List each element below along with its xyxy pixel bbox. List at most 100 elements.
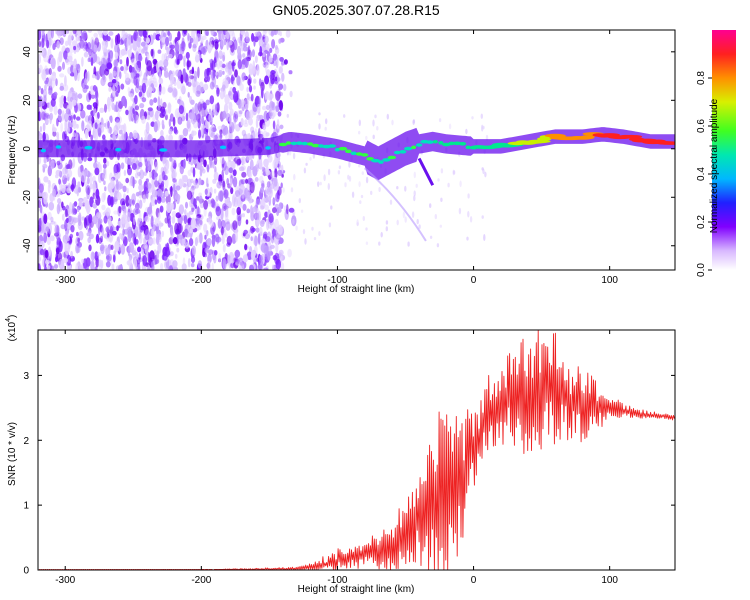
spectrogram-noise-blob	[255, 227, 260, 233]
spectrogram-noise-blob	[249, 109, 254, 119]
spectrogram-noise-blob	[60, 122, 63, 132]
spectrogram-noise-blob	[89, 89, 95, 95]
spectrogram-noise-blob	[338, 165, 342, 170]
snr-ytick-label: 2	[23, 436, 29, 447]
spectrogram-noise-blob	[182, 127, 189, 137]
spectrogram-noise-blob	[50, 216, 54, 223]
spectrogram-noise-blob	[127, 49, 132, 58]
spectrogram-noise-blob	[365, 227, 368, 231]
spectrogram-noise-blob	[107, 127, 113, 134]
spectrogram-ridge-core	[581, 135, 595, 139]
spectrogram-noise-blob	[92, 215, 98, 225]
spectrogram-noise-blob	[47, 48, 52, 61]
spectrogram-noise-blob	[93, 162, 98, 169]
spectrogram-noise-blob	[154, 110, 159, 121]
spectrogram-noise-blob	[206, 75, 210, 82]
spectrogram-noise-blob	[132, 176, 135, 189]
spectrogram-noise-blob	[246, 154, 250, 161]
spectrogram-noise-blob	[328, 222, 332, 228]
spectrogram-noise-blob	[267, 251, 271, 261]
spectrogram-noise-blob	[286, 204, 289, 215]
spectrogram-noise-blob	[58, 30, 63, 37]
spectrogram-noise-blob	[131, 199, 135, 206]
spectrogram-noise-blob	[131, 250, 137, 256]
spectrogram-noise-blob	[115, 179, 119, 191]
spectrogram-noise-blob	[244, 119, 248, 125]
spectrogram-noise-blob	[110, 38, 114, 49]
spectrogram-noise-blob	[241, 213, 245, 218]
spectrogram-noise-blob	[113, 253, 116, 263]
spectrogram-noise-blob	[187, 169, 192, 176]
spectrogram-noise-blob	[365, 176, 369, 184]
spectrogram-noise-blob	[213, 188, 217, 194]
spectrogram-noise-blob	[185, 112, 189, 122]
spectrogram-noise-blob	[50, 235, 55, 242]
spectrogram-noise-blob	[142, 221, 146, 228]
spectrogram-noise-blob	[76, 123, 79, 129]
spectrogram-noise-blob	[175, 69, 181, 77]
spectrogram-noise-blob	[276, 119, 280, 130]
colorbar-tick-label: 0.0	[696, 263, 707, 277]
spectrogram-noise-blob	[282, 187, 285, 193]
spectrogram-noise-blob	[95, 188, 100, 200]
spectrogram-noise-blob	[274, 218, 280, 230]
spectrogram-noise-blob	[95, 97, 99, 110]
spectrogram-noise-blob	[128, 198, 134, 205]
spectrogram-noise-blob	[480, 113, 483, 119]
spectrogram-noise-blob	[224, 197, 230, 205]
spectrogram-noise-blob	[178, 162, 181, 168]
spectrogram-noise-blob	[267, 154, 273, 163]
spectrogram-noise-blob	[56, 203, 61, 215]
spectrogram-noise-blob	[120, 243, 126, 255]
spectrogram-noise-blob	[98, 61, 103, 66]
spectrogram-noise-blob	[280, 182, 283, 189]
spectrogram-noise-blob	[111, 263, 115, 270]
spectrogram-noise-blob	[213, 155, 218, 166]
spectrogram-noise-blob	[114, 51, 119, 60]
spectrogram-noise-blob	[144, 215, 150, 223]
spectrogram-noise-blob	[87, 176, 90, 185]
spectrogram-noise-blob	[48, 67, 52, 76]
spectrogram-noise-blob	[176, 247, 180, 253]
spectrogram-noise-blob	[191, 77, 197, 88]
spectrogram-ridge-core	[159, 148, 168, 152]
snr-frame	[37, 329, 676, 571]
spectrogram-noise-blob	[233, 196, 238, 208]
spectrogram-noise-blob	[73, 217, 79, 223]
spectrogram-noise-blob	[48, 89, 53, 96]
spectrogram-noise-blob	[272, 254, 278, 261]
spectrogram-noise-blob	[161, 230, 165, 238]
spectrogram-noise-blob	[122, 185, 127, 193]
spectrogram-noise-blob	[257, 233, 261, 245]
spectrogram-noise-blob	[46, 77, 52, 82]
spectrogram-noise-blob	[193, 37, 196, 47]
spectrogram-noise-blob	[396, 219, 399, 226]
spectrogram-noise-blob	[246, 196, 251, 201]
spectrogram-noise-blob	[96, 212, 101, 218]
spectrogram-noise-blob	[138, 184, 144, 192]
spectrogram-noise-blob	[110, 191, 115, 196]
spectrogram-noise-blob	[165, 36, 169, 47]
spectrogram-noise-blob	[103, 180, 106, 185]
spectrogram-noise-blob	[234, 230, 238, 243]
spectrogram-noise-blob	[187, 33, 190, 41]
spectrogram-noise-blob	[101, 204, 106, 211]
spectrogram-noise-blob	[126, 37, 129, 50]
spectrogram-noise-blob	[147, 107, 153, 112]
spectrogram-noise-blob	[72, 132, 77, 138]
spectrogram-noise-blob	[38, 30, 42, 41]
spectrogram-noise-blob	[88, 233, 94, 240]
spectrogram-noise-blob	[439, 224, 442, 228]
spectrogram-noise-blob	[225, 66, 228, 73]
spectrogram-noise-blob	[195, 51, 201, 61]
spectrogram-noise-blob	[98, 263, 103, 270]
spectrogram-noise-blob	[358, 164, 361, 168]
snr-xlabel: Height of straight line (km)	[298, 584, 415, 595]
spectrogram-noise-blob	[69, 96, 73, 102]
spectrogram-noise-blob	[143, 236, 147, 247]
spectrogram-noise-blob	[89, 105, 93, 111]
colorbar-label: Normalized spectral amplitude	[709, 98, 720, 233]
spectrogram-noise-blob	[135, 239, 139, 245]
snr-scale-factor: (x104)	[5, 315, 18, 342]
spectrogram-noise-blob	[358, 181, 361, 188]
